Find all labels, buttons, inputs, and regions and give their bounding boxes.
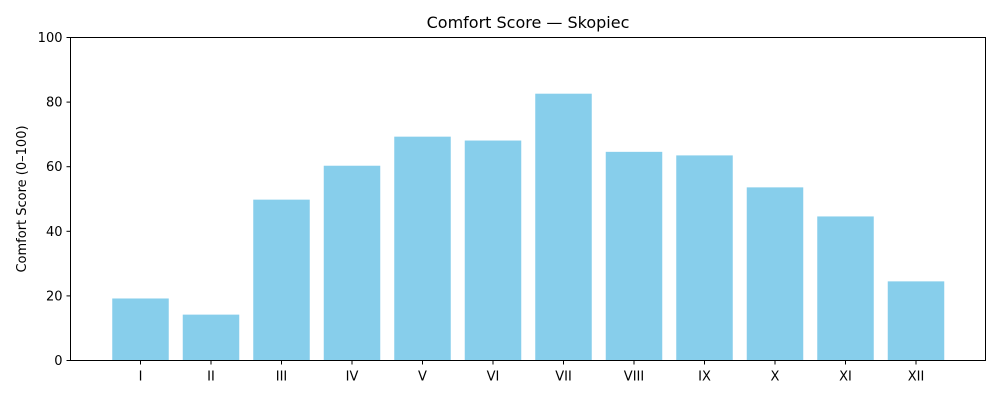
bar-IX	[676, 155, 733, 361]
y-tick-label: 60	[46, 160, 63, 175]
bar-VIII	[605, 151, 663, 361]
chart-title: Comfort Score — Skopiec	[427, 13, 630, 32]
bar-XII	[887, 281, 945, 361]
y-tick-label: 80	[46, 96, 63, 111]
x-tick-label: XII	[908, 370, 925, 385]
x-tick-label: III	[276, 370, 288, 385]
bar-I	[112, 298, 169, 361]
x-tick-label: IX	[698, 370, 711, 385]
bars-group	[112, 93, 945, 361]
x-tick-label: VIII	[624, 370, 644, 385]
y-ticks-group: 0 20 40 60 80 100	[38, 31, 71, 369]
x-tick-label: I	[139, 370, 143, 385]
x-tick-label: VII	[555, 370, 572, 385]
x-ticks-group: I II III IV V VI VII VIII IX X XI XII	[139, 360, 925, 385]
bar-VI	[464, 140, 522, 361]
x-tick-label: X	[771, 370, 780, 385]
bar-II	[182, 314, 240, 361]
bar-XI	[817, 216, 874, 361]
bar-III	[253, 199, 310, 361]
x-tick-label: VI	[487, 370, 500, 385]
x-tick-label: XI	[839, 370, 852, 385]
bar-V	[394, 136, 451, 361]
x-tick-label: IV	[346, 370, 359, 385]
x-tick-label: V	[418, 370, 427, 385]
bar-VII	[535, 93, 592, 361]
y-axis-label: Comfort Score (0–100)	[15, 125, 30, 272]
y-tick-label: 40	[46, 225, 63, 240]
bar-IV	[323, 165, 381, 361]
y-tick-label: 100	[38, 31, 63, 46]
y-tick-label: 0	[54, 354, 62, 369]
x-tick-label: II	[207, 370, 215, 385]
y-tick-label: 20	[46, 289, 63, 304]
bar-X	[746, 187, 804, 361]
plot-frame	[70, 37, 986, 361]
